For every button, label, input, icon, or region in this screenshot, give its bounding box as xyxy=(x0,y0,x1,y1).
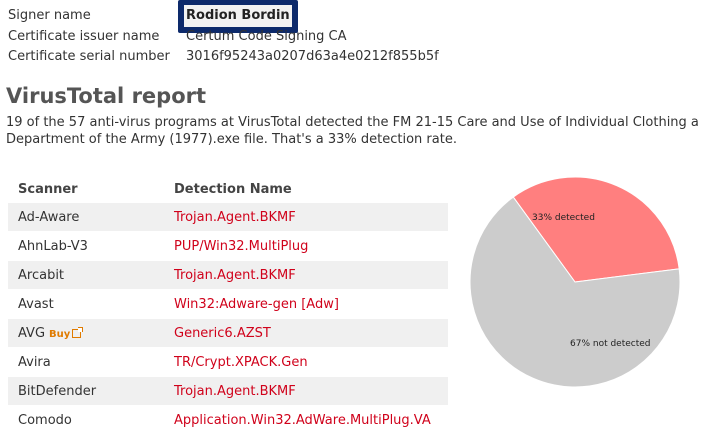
report-title: VirusTotal report xyxy=(6,84,206,108)
scanner-cell: AVG Buy xyxy=(8,319,164,348)
scanner-name: Avast xyxy=(8,290,164,319)
table-row: Ad-Aware Trojan.Agent.BKMF xyxy=(8,203,448,232)
detection-name: Trojan.Agent.BKMF xyxy=(164,377,448,406)
signer-row: Signer name xyxy=(8,6,186,26)
scanner-name: AVG xyxy=(18,326,45,341)
table-row: AhnLab-V3 PUP/Win32.MultiPlug xyxy=(8,232,448,261)
scanner-name: Avira xyxy=(8,348,164,377)
detection-name: TR/Crypt.XPACK.Gen xyxy=(164,348,448,377)
pie-slice-label: 33% detected xyxy=(532,213,595,223)
detection-name: Application.Win32.AdWare.MultiPlug.VA xyxy=(164,406,448,434)
signer-value: Rodion Bordin xyxy=(184,5,292,27)
issuer-label: Certificate issuer name xyxy=(8,27,186,47)
issuer-value: Certum Code Signing CA xyxy=(186,29,347,44)
table-row: Arcabit Trojan.Agent.BKMF xyxy=(8,261,448,290)
detection-table: Scanner Detection Name Ad-Aware Trojan.A… xyxy=(8,176,448,434)
table-row: AVG Buy Generic6.AZST xyxy=(8,319,448,348)
buy-link[interactable]: Buy xyxy=(49,329,70,340)
detection-pie-chart: 33% detected 67% not detected xyxy=(470,170,690,390)
summary-line-1: 19 of the 57 anti-virus programs at Viru… xyxy=(6,114,702,131)
pie-slice-label: 67% not detected xyxy=(570,339,651,349)
table-row: BitDefender Trojan.Agent.BKMF xyxy=(8,377,448,406)
report-summary: 19 of the 57 anti-virus programs at Viru… xyxy=(6,114,702,148)
detection-name: Trojan.Agent.BKMF xyxy=(164,203,448,232)
signer-label: Signer name xyxy=(8,6,186,26)
scanner-name: Comodo xyxy=(8,406,164,434)
scanner-name: BitDefender xyxy=(8,377,164,406)
detection-name: PUP/Win32.MultiPlug xyxy=(164,232,448,261)
scanner-name: Arcabit xyxy=(8,261,164,290)
scanner-column-header: Scanner xyxy=(8,176,164,203)
serial-value: 3016f95243a0207d63a4e0212f855b5f xyxy=(186,49,439,64)
table-row: Avast Win32:Adware-gen [Adw] xyxy=(8,290,448,319)
detection-name: Win32:Adware-gen [Adw] xyxy=(164,290,448,319)
summary-line-2: Department of the Army (1977).exe file. … xyxy=(6,131,702,148)
detection-name: Generic6.AZST xyxy=(164,319,448,348)
serial-label: Certificate serial number xyxy=(8,47,186,67)
table-row: Avira TR/Crypt.XPACK.Gen xyxy=(8,348,448,377)
detection-name: Trojan.Agent.BKMF xyxy=(164,261,448,290)
scanner-name: AhnLab-V3 xyxy=(8,232,164,261)
external-link-icon[interactable] xyxy=(72,329,81,338)
table-header-row: Scanner Detection Name xyxy=(8,176,448,203)
detection-column-header: Detection Name xyxy=(164,176,448,203)
scanner-name: Ad-Aware xyxy=(8,203,164,232)
table-row: Comodo Application.Win32.AdWare.MultiPlu… xyxy=(8,406,448,434)
